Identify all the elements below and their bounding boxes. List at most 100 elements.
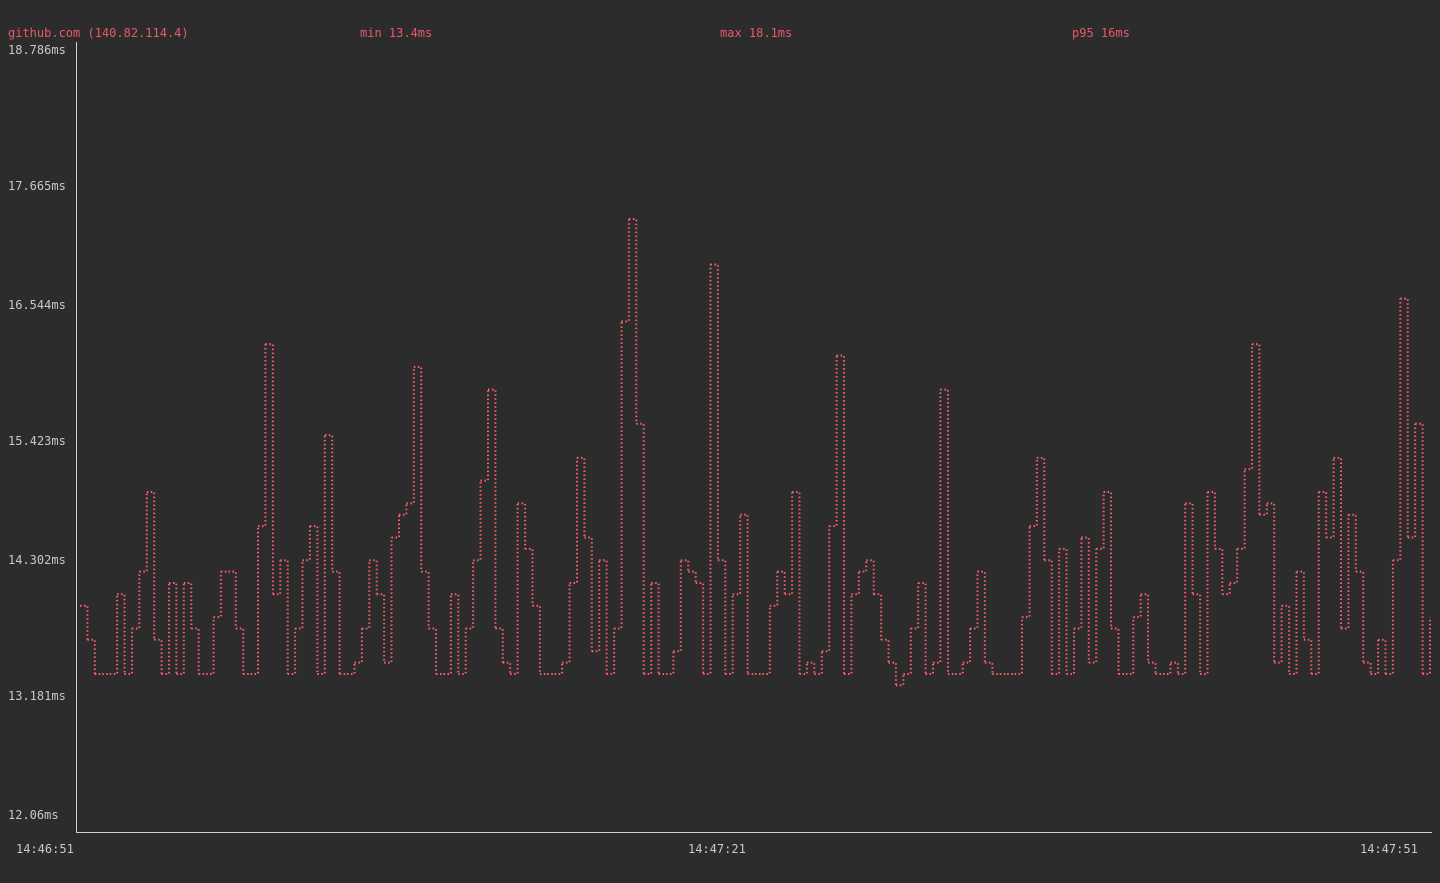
data-point — [109, 594, 119, 675]
data-point — [139, 492, 148, 573]
data-point — [955, 662, 964, 675]
data-point — [1022, 526, 1031, 619]
data-point — [1370, 639, 1380, 675]
data-point — [1036, 456, 1046, 561]
data-point — [124, 628, 133, 675]
y-tick-label: 18.786ms — [8, 43, 66, 57]
data-point — [940, 388, 949, 674]
data-point — [413, 365, 423, 572]
data-point — [1407, 423, 1417, 539]
data-point — [1422, 617, 1431, 675]
data-point — [480, 389, 489, 482]
data-point — [1252, 343, 1261, 515]
data-point — [1341, 514, 1350, 630]
data-point — [599, 559, 608, 674]
data-point — [903, 628, 912, 675]
data-point — [354, 628, 363, 664]
data-point — [495, 627, 504, 663]
data-point — [280, 559, 289, 674]
data-point — [473, 480, 482, 562]
data-point — [1318, 491, 1328, 538]
data-point — [309, 525, 319, 674]
data-point — [792, 491, 801, 674]
data-point — [458, 628, 467, 675]
data-point — [680, 559, 690, 572]
data-point — [1081, 536, 1090, 663]
data-point — [361, 560, 371, 630]
data-point — [502, 661, 512, 674]
y-tick-label: 14.302ms — [8, 553, 66, 567]
data-point — [80, 604, 89, 640]
x-tick-label: 14:47:51 — [1360, 842, 1418, 856]
data-point — [895, 674, 905, 687]
data-point — [391, 514, 400, 539]
data-point — [347, 662, 356, 675]
data-point — [970, 571, 979, 630]
data-point — [806, 661, 816, 674]
data-point — [87, 638, 96, 674]
data-point — [1281, 604, 1291, 674]
data-point — [688, 570, 697, 583]
data-point — [740, 513, 749, 674]
data-point — [584, 536, 593, 652]
latency-series — [80, 218, 1431, 687]
data-point — [421, 570, 430, 629]
data-point — [1111, 627, 1120, 674]
data-point — [673, 560, 682, 653]
data-point — [1059, 547, 1068, 674]
data-point — [1229, 548, 1239, 584]
data-point — [703, 264, 712, 675]
data-point — [1311, 492, 1320, 675]
data-point — [1140, 593, 1150, 663]
data-point — [814, 651, 823, 675]
p95-stat: p95 16ms — [1072, 26, 1130, 40]
data-point — [866, 559, 875, 595]
data-point — [191, 627, 200, 674]
data-point — [1088, 548, 1098, 664]
y-tick-label: 13.181ms — [8, 689, 66, 703]
data-point — [525, 547, 534, 606]
data-point — [376, 593, 386, 663]
data-point — [562, 583, 571, 664]
data-point — [1392, 298, 1402, 562]
x-tick-label: 14:46:51 — [16, 842, 74, 856]
data-point — [554, 662, 564, 675]
data-point — [591, 560, 601, 653]
data-point — [710, 263, 719, 561]
data-point — [888, 661, 897, 686]
data-point — [1400, 297, 1409, 538]
data-point — [984, 661, 994, 674]
data-point — [777, 570, 786, 595]
data-point — [1185, 502, 1194, 595]
data-point — [918, 582, 927, 674]
data-point — [614, 321, 623, 630]
data-point — [1192, 593, 1202, 674]
data-point — [844, 594, 853, 675]
data-point — [131, 571, 141, 630]
data-point — [488, 388, 497, 629]
data-point — [717, 559, 727, 674]
data-point — [1289, 571, 1298, 675]
data-point — [1148, 661, 1157, 674]
y-tick-label: 17.665ms — [8, 179, 66, 193]
data-point — [250, 526, 259, 675]
data-point — [532, 604, 541, 674]
data-point — [636, 422, 645, 674]
data-point — [1177, 503, 1187, 675]
data-point — [851, 571, 860, 596]
y-tick-label: 15.423ms — [8, 434, 66, 448]
data-point — [962, 628, 972, 664]
data-point — [799, 662, 808, 675]
data-point — [1051, 548, 1061, 675]
data-point — [1207, 491, 1216, 549]
data-point — [732, 514, 742, 596]
min-stat: min 13.4ms — [360, 26, 433, 40]
data-point — [1378, 638, 1387, 674]
data-point — [1333, 456, 1342, 629]
data-point — [873, 593, 883, 640]
data-point — [784, 492, 794, 596]
data-point — [1237, 469, 1246, 550]
data-point — [1170, 661, 1179, 674]
data-point — [295, 560, 304, 630]
